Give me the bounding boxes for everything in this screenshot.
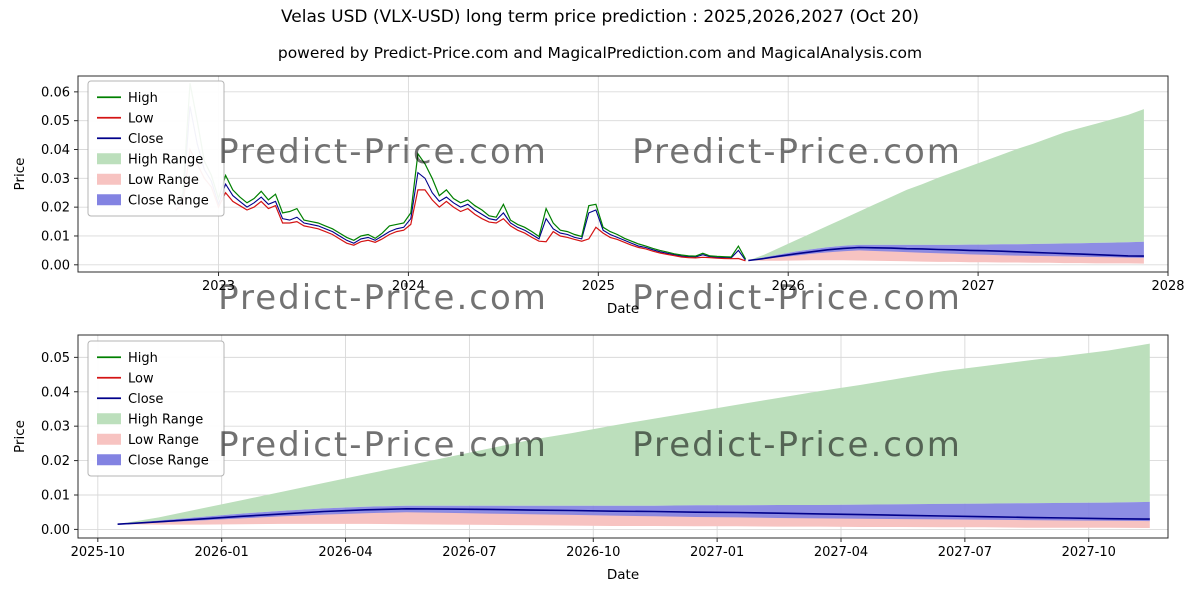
x-tick-label: 2026-04 [318,545,372,560]
x-tick-label: 2027-01 [690,545,744,560]
close-forecast-line [748,246,1144,262]
x-tick-label: 2026 [772,279,805,294]
legend-patch-sample [97,433,121,445]
legend-patch-sample [97,173,121,185]
chart-title: Velas USD (VLX-USD) long term price pred… [280,7,920,27]
y-tick-label: 0.02 [41,454,70,469]
legend-box [87,340,225,477]
axes-frame [77,334,1169,539]
watermark-text: Predict-Price.com [632,132,962,172]
legend-item-label: High Range [128,152,203,167]
y-tick-label: 0.03 [41,172,70,187]
y-tick-label: 0.00 [41,258,70,273]
legend-item-label: Close Range [128,453,209,468]
legend-item-label: Low Range [128,433,199,448]
legend: High Low Close High Range Low Range Close Ran… [87,80,225,217]
y-axis-label: Price [12,420,28,453]
watermark-text: Predict-Price.com [218,425,548,465]
chart-subtitle: powered by Predict-Price.com and Magical… [277,44,923,62]
high-range-area [748,109,1144,261]
legend-patch-sample [97,194,121,206]
legend: High Low Close High Range Low Range Close Ran… [87,340,225,477]
x-tick-label: 2026-10 [566,545,620,560]
legend-item-label: High Range [128,412,203,427]
watermark-text: Predict-Price.com [632,425,962,465]
watermarks: Predict-Price.com Predict-Price.com Predic… [218,132,962,465]
legend-patch-sample [97,153,121,165]
x-axis-label: Date [607,567,639,583]
legend-item-label: High [128,351,158,366]
x-tick-label: 2027-10 [1062,545,1116,560]
x-tick-label: 2025 [582,279,615,294]
close-range-area [748,241,1144,261]
x-tick-label: 2024 [392,279,425,294]
y-tick-label: 0.04 [41,143,70,158]
forecast-zoom-plot: 2025-10 2026-01 2026-04 2026-07 2026-10 2027-… [12,334,1169,583]
legend-item-label: Low [128,111,154,126]
legend-item-label: Low Range [128,173,199,188]
x-tick-label: 2027 [962,279,995,294]
low-history-line [175,147,746,262]
legend-item-label: Close [128,132,163,147]
y-tick-label: 0.05 [41,114,70,129]
forecast-range-areas [117,343,1150,528]
legend-item-label: High [128,91,158,106]
tick-labels: 2023 2024 2025 2026 2027 2028 0.00 0.01 0.02 0.03… [41,85,1185,294]
x-tick-label: 2026-01 [195,545,249,560]
legend-item-label: Close Range [128,193,209,208]
legend-item-label: Close [128,392,163,407]
watermark-text: Predict-Price.com [218,132,548,172]
close-history-line [175,106,746,261]
close-range-area [117,501,1150,525]
high-history-line [175,83,747,260]
x-tick-label: 2026-07 [442,545,496,560]
x-tick-label: 2023 [202,279,235,294]
y-tick-label: 0.03 [41,420,70,435]
axes-frame [77,75,1169,273]
tick-labels: 2025-10 2026-01 2026-04 2026-07 2026-10 2027-… [41,351,1116,560]
x-tick-label: 2028 [1151,279,1184,294]
legend-item-label: Low [128,371,154,386]
y-axis-label: Price [12,158,28,191]
watermark-text: Predict-Price.com [632,278,962,318]
full-history-plot: 2023 2024 2025 2026 2027 2028 0.00 0.01 0.02 0.03… [12,75,1185,317]
legend-patch-sample [97,413,121,425]
y-tick-label: 0.05 [41,351,70,366]
y-tick-label: 0.02 [41,201,70,216]
watermark-text: Predict-Price.com [218,278,548,318]
legend-box [87,80,225,217]
close-forecast-line [117,507,1150,525]
y-tick-label: 0.01 [41,229,70,244]
high-range-area [117,343,1150,525]
history-lines [175,83,747,262]
x-tick-label: 2027-04 [814,545,868,560]
y-tick-label: 0.06 [41,85,70,100]
x-tick-label: 2025-10 [71,545,125,560]
y-tick-label: 0.04 [41,385,70,400]
y-tick-label: 0.00 [41,523,70,538]
x-axis-label: Date [607,301,639,317]
y-tick-label: 0.01 [41,488,70,503]
x-tick-label: 2027-07 [938,545,992,560]
legend-patch-sample [97,454,121,466]
